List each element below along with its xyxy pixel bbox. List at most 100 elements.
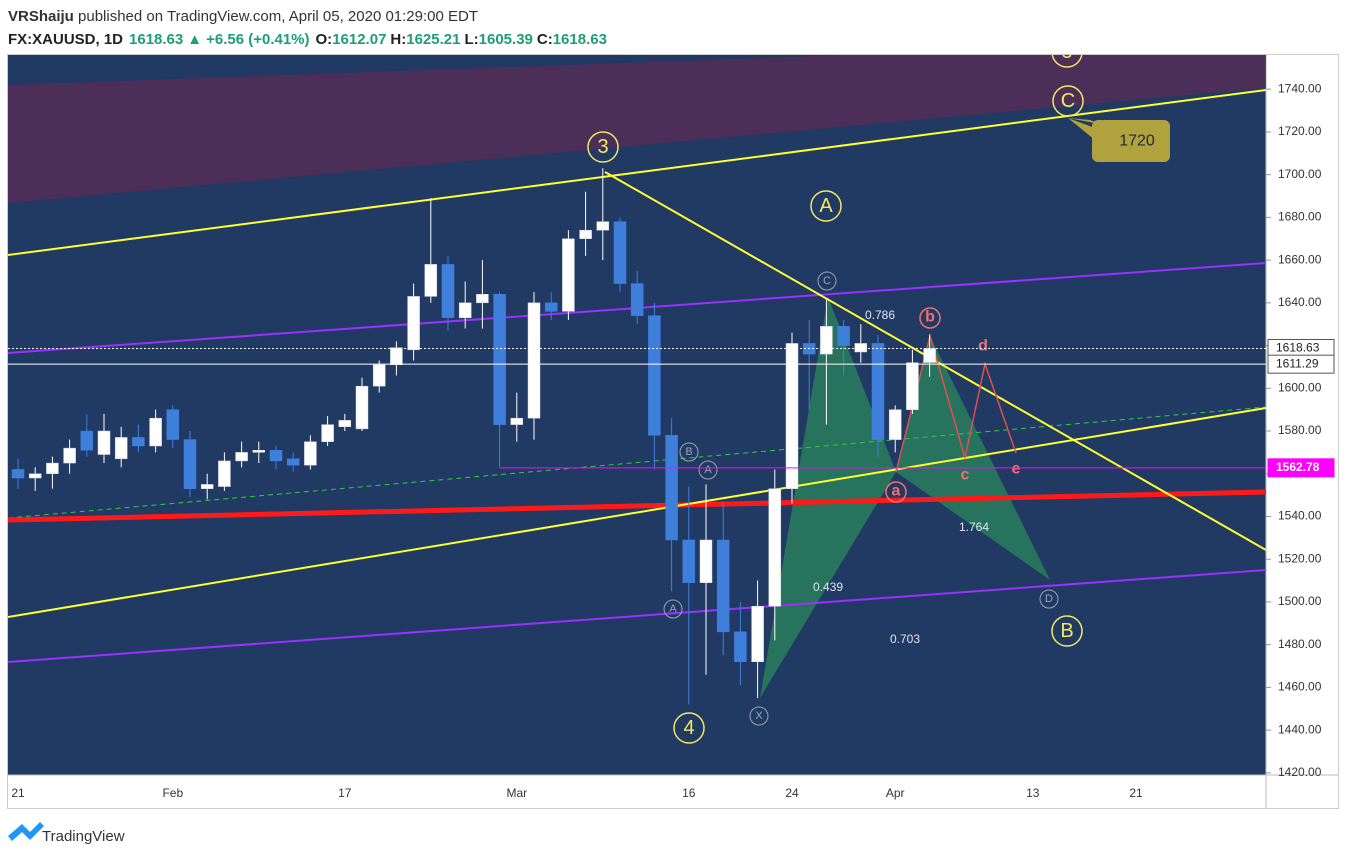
minor-label: A: [704, 464, 712, 476]
candles: [11, 168, 936, 705]
candle-body: [768, 488, 782, 607]
y-tick-label: 1680.00: [1278, 210, 1322, 224]
price-label: 1562.78: [1276, 460, 1320, 474]
sub-circle: [919, 307, 941, 329]
drawings: [8, 55, 1266, 698]
wave-circle: [587, 131, 619, 163]
candle-body: [493, 294, 506, 425]
sub-label: d: [978, 338, 988, 355]
y-tick-label: 1720.00: [1278, 124, 1322, 138]
candle-body: [562, 238, 575, 312]
candle-body: [458, 302, 472, 319]
candle-body: [321, 424, 334, 442]
minor-label: A: [669, 603, 677, 615]
header-line-2: FX:XAUUSD, 1D 1618.63 ▲ +6.56 (+0.41%) O:161…: [8, 31, 607, 48]
sub-label: b: [925, 309, 935, 326]
price-label-box: [1267, 354, 1335, 374]
sub-label: a: [892, 483, 901, 500]
y-tick-label: 1480.00: [1278, 637, 1322, 651]
candle-body: [476, 294, 489, 304]
candle-body: [871, 343, 885, 440]
ohlc-value: 1625.21: [406, 31, 460, 48]
candle-body: [200, 484, 214, 489]
candle-body: [97, 430, 111, 455]
wave-circle: [810, 190, 842, 222]
candle-body: [28, 473, 42, 479]
candle-body: [923, 348, 936, 363]
candle-body: [596, 221, 610, 231]
published: published on TradingView.com, April 05, …: [74, 8, 478, 25]
candle-body: [269, 450, 283, 462]
y-tick-label: 1700.00: [1278, 167, 1322, 181]
callout-text: 1720: [1119, 133, 1155, 150]
candle-body: [407, 296, 420, 351]
x-tick-label: Mar: [506, 786, 527, 800]
callout-box: [1092, 120, 1170, 162]
annotations: 3 A C B 4 5 C B A A X D b a c d e 0.786 …: [587, 55, 1170, 744]
change: +6.56 (+0.41%): [206, 31, 309, 48]
candle-body: [63, 447, 76, 464]
minor-circle: [679, 442, 699, 462]
x-tick-label: 21: [1129, 786, 1143, 800]
candle-body: [390, 347, 403, 366]
fib-ratio: 0.786: [865, 308, 895, 322]
candle-body: [837, 326, 850, 346]
wave-circle: [673, 712, 705, 744]
wave-circle: [1052, 85, 1084, 117]
candle-body: [682, 539, 696, 583]
candle-body: [166, 409, 180, 440]
y-tick-label: 1440.00: [1278, 722, 1322, 736]
candle-body: [11, 469, 25, 479]
ohlc-label: C:: [537, 31, 553, 48]
wave-label: B: [1060, 620, 1073, 642]
candle-body: [252, 450, 266, 453]
candle-body: [286, 458, 300, 466]
candle-body: [80, 430, 94, 451]
sub-label: c: [961, 467, 970, 484]
dashed-trendline: [8, 406, 1266, 519]
author: VRShaiju: [8, 8, 74, 25]
candle-body: [218, 460, 231, 487]
y-tick-label: 1540.00: [1278, 509, 1322, 523]
trendline: [8, 89, 1266, 256]
candle-body: [544, 302, 558, 312]
sub-label: e: [1012, 461, 1021, 478]
candle-body: [183, 439, 197, 489]
minor-circle: [817, 271, 837, 291]
up-arrow: ▲: [187, 31, 202, 48]
price-label-box: [1267, 458, 1335, 478]
zigzag: [895, 333, 1017, 473]
candle-body: [132, 437, 145, 447]
channel-line: [8, 569, 1266, 663]
x-tick-label: Apr: [886, 786, 905, 800]
y-tick-label: 1420.00: [1278, 765, 1322, 779]
y-tick-label: 1520.00: [1278, 551, 1322, 565]
candle-body: [751, 605, 764, 663]
candle-body: [785, 343, 799, 489]
x-tick-label: 17: [338, 786, 352, 800]
minor-label: B: [685, 446, 692, 458]
price-label: 1618.63: [1276, 341, 1320, 355]
fib-ratio: 1.764: [959, 520, 989, 534]
candle-body: [630, 283, 644, 316]
ohlc-value: 1605.39: [479, 31, 533, 48]
symbol: FX:XAUUSD, 1D: [8, 31, 123, 48]
y-tick-label: 1660.00: [1278, 252, 1322, 266]
sub-circle: [885, 481, 907, 503]
candle-body: [304, 441, 317, 466]
candle-body: [699, 539, 713, 583]
support-line: [8, 489, 1266, 523]
fib-ratio: 0.703: [890, 632, 920, 646]
harmonic-wing: [896, 336, 1050, 580]
minor-circle: [1039, 589, 1059, 609]
ohlc-value: 1612.07: [332, 31, 386, 48]
brand: TradingView: [42, 828, 125, 845]
candle-body: [338, 420, 352, 428]
wave-label: 4: [683, 717, 694, 739]
candle-body: [888, 409, 902, 440]
x-tick-label: 13: [1026, 786, 1040, 800]
header-line-1: VRShaiju published on TradingView.com, A…: [8, 8, 478, 25]
candle-body: [441, 264, 455, 319]
trendline: [8, 407, 1266, 618]
